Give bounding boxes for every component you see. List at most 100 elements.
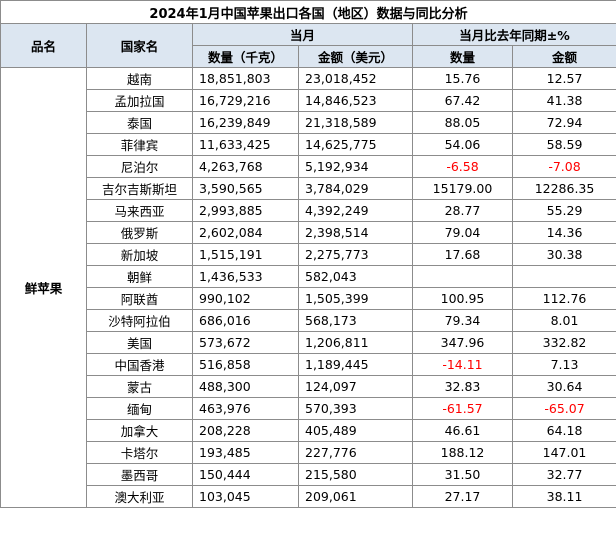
cell-yoy-qty: 31.50 — [412, 463, 513, 486]
cell-country: 尼泊尔 — [86, 155, 193, 178]
cell-country: 马来西亚 — [86, 199, 193, 222]
cell-yoy-amount — [511, 265, 616, 288]
header-yoy: 当月比去年同期±% — [411, 23, 616, 46]
cell-yoy-amount: 30.64 — [511, 375, 616, 398]
cell-yoy-qty: 15179.00 — [412, 177, 513, 200]
cell-qty: 1,436,533 — [192, 265, 299, 288]
cell-qty: 150,444 — [192, 463, 299, 486]
cell-amount: 568,173 — [298, 309, 413, 332]
table-row: 缅甸 463,976 570,393 -61.57 -65.07 — [1, 397, 616, 420]
cell-country: 俄罗斯 — [86, 221, 193, 244]
cell-yoy-qty: 15.76 — [412, 67, 513, 90]
table-row: 墨西哥 150,444 215,580 31.50 32.77 — [1, 463, 616, 486]
cell-yoy-qty: 28.77 — [412, 199, 513, 222]
cell-amount: 215,580 — [298, 463, 413, 486]
cell-qty: 16,239,849 — [192, 111, 299, 134]
cell-amount: 405,489 — [298, 419, 413, 442]
cell-amount: 2,398,514 — [298, 221, 413, 244]
header-yoy-amount: 金额 — [511, 45, 616, 68]
cell-country: 沙特阿拉伯 — [86, 309, 193, 332]
header-yoy-qty: 数量 — [412, 45, 513, 68]
cell-qty: 3,590,565 — [192, 177, 299, 200]
table-row: 马来西亚 2,993,885 4,392,249 28.77 55.29 — [1, 199, 616, 222]
cell-yoy-qty — [412, 265, 513, 288]
cell-country: 卡塔尔 — [86, 441, 193, 464]
cell-yoy-qty: 46.61 — [412, 419, 513, 442]
cell-qty: 193,485 — [192, 441, 299, 464]
table-row: 加拿大 208,228 405,489 46.61 64.18 — [1, 419, 616, 442]
cell-qty: 11,633,425 — [192, 133, 299, 156]
cell-amount: 2,275,773 — [298, 243, 413, 266]
cell-country: 泰国 — [86, 111, 193, 134]
header-qty: 数量（千克） — [192, 45, 299, 68]
cell-qty: 488,300 — [192, 375, 299, 398]
table-row: 尼泊尔 4,263,768 5,192,934 -6.58 -7.08 — [1, 155, 616, 178]
cell-yoy-amount: 12.57 — [511, 67, 616, 90]
cell-country: 孟加拉国 — [86, 89, 193, 112]
cell-yoy-qty: 67.42 — [412, 89, 513, 112]
cell-qty: 686,016 — [192, 309, 299, 332]
cell-qty: 4,263,768 — [192, 155, 299, 178]
cell-yoy-amount: 55.29 — [511, 199, 616, 222]
cell-yoy-qty: 32.83 — [412, 375, 513, 398]
cell-country: 澳大利亚 — [86, 485, 193, 508]
cell-amount: 4,392,249 — [298, 199, 413, 222]
cell-yoy-amount: 30.38 — [511, 243, 616, 266]
cell-yoy-amount: -7.08 — [511, 155, 616, 178]
cell-yoy-qty: 188.12 — [412, 441, 513, 464]
cell-country: 加拿大 — [86, 419, 193, 442]
cell-yoy-amount: 14.36 — [511, 221, 616, 244]
cell-yoy-amount: 12286.35 — [511, 177, 616, 200]
export-table: 2024年1月中国苹果出口各国（地区）数据与同比分析 品名 国家名 当月 当月比… — [0, 0, 616, 508]
cell-amount: 1,206,811 — [298, 331, 413, 354]
cell-amount: 14,846,523 — [298, 89, 413, 112]
header-product: 品名 — [0, 23, 87, 68]
header-current-month: 当月 — [192, 23, 413, 46]
cell-yoy-amount: 332.82 — [511, 331, 616, 354]
cell-yoy-amount: 147.01 — [511, 441, 616, 464]
table-row: 鲜苹果 越南 18,851,803 23,018,452 15.76 12.57 — [0, 67, 616, 508]
cell-country: 越南 — [86, 67, 193, 90]
cell-yoy-amount: 58.59 — [511, 133, 616, 156]
cell-yoy-qty: -61.57 — [412, 397, 513, 420]
cell-country: 美国 — [86, 331, 193, 354]
cell-qty: 2,602,084 — [192, 221, 299, 244]
cell-amount: 124,097 — [298, 375, 413, 398]
cell-qty: 208,228 — [192, 419, 299, 442]
header-country: 国家名 — [86, 23, 193, 68]
cell-qty: 990,102 — [192, 287, 299, 310]
cell-country: 中国香港 — [86, 353, 193, 376]
cell-yoy-amount: 72.94 — [511, 111, 616, 134]
cell-qty: 516,858 — [192, 353, 299, 376]
table-row: 阿联酋 990,102 1,505,399 100.95 112.76 — [1, 287, 616, 310]
table-row: 蒙古 488,300 124,097 32.83 30.64 — [1, 375, 616, 398]
cell-amount: 1,505,399 — [298, 287, 413, 310]
cell-yoy-qty: -14.11 — [412, 353, 513, 376]
cell-qty: 103,045 — [192, 485, 299, 508]
cell-yoy-amount: 64.18 — [511, 419, 616, 442]
cell-yoy-amount: 41.38 — [511, 89, 616, 112]
cell-yoy-qty: 100.95 — [412, 287, 513, 310]
cell-qty: 573,672 — [192, 331, 299, 354]
cell-amount: 3,784,029 — [298, 177, 413, 200]
cell-yoy-amount: 32.77 — [511, 463, 616, 486]
table-row: 沙特阿拉伯 686,016 568,173 79.34 8.01 — [1, 309, 616, 332]
cell-yoy-qty: 79.04 — [412, 221, 513, 244]
cell-yoy-qty: 347.96 — [412, 331, 513, 354]
cell-yoy-amount: 38.11 — [511, 485, 616, 508]
cell-yoy-qty: 54.06 — [412, 133, 513, 156]
cell-amount: 209,061 — [298, 485, 413, 508]
table-row: 朝鲜 1,436,533 582,043 — [1, 265, 616, 288]
cell-yoy-amount: 112.76 — [511, 287, 616, 310]
cell-country: 菲律宾 — [86, 133, 193, 156]
cell-country: 蒙古 — [86, 375, 193, 398]
table-row: 卡塔尔 193,485 227,776 188.12 147.01 — [1, 441, 616, 464]
header-row-2: 数量（千克） 金额（美元） 数量 金额 — [1, 45, 616, 68]
table-row: 俄罗斯 2,602,084 2,398,514 79.04 14.36 — [1, 221, 616, 244]
cell-qty: 16,729,216 — [192, 89, 299, 112]
cell-country: 新加坡 — [86, 243, 193, 266]
cell-qty: 463,976 — [192, 397, 299, 420]
cell-yoy-amount: 8.01 — [511, 309, 616, 332]
data-sheet: 2024年1月中国苹果出口各国（地区）数据与同比分析 品名 国家名 当月 当月比… — [0, 0, 616, 508]
product-name-cell: 鲜苹果 — [0, 67, 87, 508]
